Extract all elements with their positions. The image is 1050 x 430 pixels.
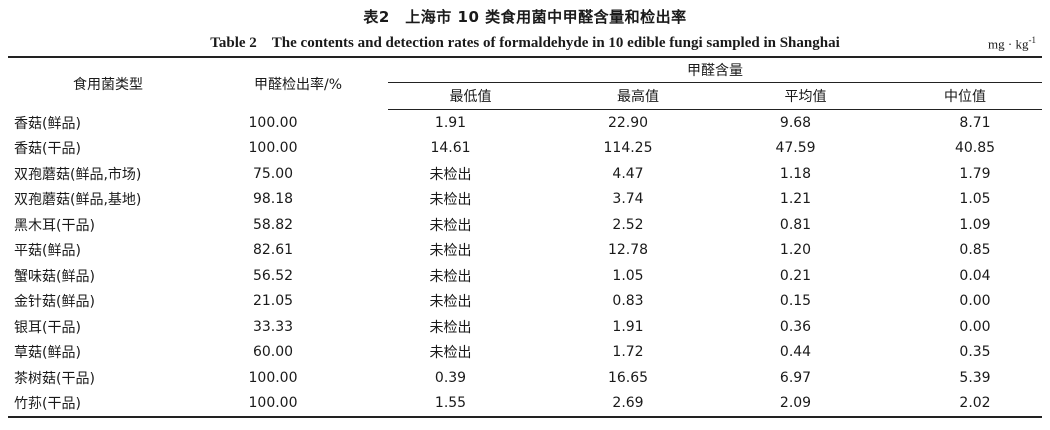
- cell-median: 0.85: [959, 242, 991, 259]
- cell-min: 1.91: [434, 114, 467, 131]
- unit-exponent: -1: [1028, 35, 1037, 45]
- table-row: 竹荪(干品) 100.00 1.55 2.69 2.09 2.02: [8, 391, 1042, 418]
- cell-max: 22.90: [607, 114, 649, 131]
- table-row: 双孢蘑菇(鲜品,基地) 98.18 未检出 3.74 1.21 1.05: [8, 187, 1042, 213]
- cell-type: 金针菇(鲜品): [14, 294, 95, 311]
- cell-median: 40.85: [954, 140, 996, 157]
- cell-rate: 75.00: [252, 165, 294, 182]
- table-row: 平菇(鲜品) 82.61 未检出 12.78 1.20 0.85: [8, 238, 1042, 264]
- header-max: 最高值: [553, 82, 723, 110]
- cell-type: 草菇(鲜品): [14, 345, 81, 362]
- table-row: 银耳(干品) 33.33 未检出 1.91 0.36 0.00: [8, 314, 1042, 340]
- cell-min: 未检出: [429, 166, 472, 183]
- cell-rate: 98.18: [252, 191, 294, 208]
- header-rate: 甲醛检出率/%: [253, 76, 343, 93]
- cell-max: 114.25: [603, 140, 653, 157]
- table-row: 黑木耳(干品) 58.82 未检出 2.52 0.81 1.09: [8, 212, 1042, 238]
- cell-type: 竹荪(干品): [14, 396, 81, 413]
- header-type: 食用菌类型: [73, 76, 143, 93]
- table-row: 双孢蘑菇(鲜品,市场) 75.00 未检出 4.47 1.18 1.79: [8, 161, 1042, 187]
- table-row: 蟹味菇(鲜品) 56.52 未检出 1.05 0.21 0.04: [8, 263, 1042, 289]
- cell-min: 0.39: [434, 369, 467, 386]
- cell-rate: 56.52: [252, 267, 294, 284]
- cell-avg: 6.97: [779, 369, 812, 386]
- table-row: 茶树菇(干品) 100.00 0.39 16.65 6.97 5.39: [8, 365, 1042, 391]
- cell-max: 2.52: [612, 216, 644, 233]
- table-row: 香菇(干品) 100.00 14.61 114.25 47.59 40.85: [8, 136, 1042, 162]
- cell-median: 0.35: [959, 344, 991, 361]
- cell-type: 香菇(干品): [14, 141, 81, 158]
- cell-rate: 100.00: [248, 369, 298, 386]
- cell-max: 0.83: [612, 293, 644, 310]
- cell-min: 未检出: [429, 217, 472, 234]
- cell-max: 2.69: [612, 395, 644, 412]
- cell-avg: 0.36: [779, 318, 812, 335]
- formaldehyde-table: 食用菌类型 甲醛检出率/% 甲醛含量 最低值 最高值 平均值 中位值 香菇(鲜品…: [8, 56, 1042, 418]
- cell-type: 黑木耳(干品): [14, 217, 95, 234]
- cell-avg: 0.81: [779, 216, 812, 233]
- cell-rate: 82.61: [252, 242, 294, 259]
- cell-min: 1.55: [434, 395, 467, 412]
- cell-avg: 47.59: [775, 140, 816, 157]
- unit-label: mg · kg-1: [988, 35, 1036, 52]
- cell-min: 未检出: [429, 345, 472, 362]
- header-min: 最低值: [388, 82, 553, 110]
- cell-type: 平菇(鲜品): [14, 243, 81, 260]
- cell-type: 蟹味菇(鲜品): [14, 268, 95, 285]
- table-title-en: Table 2 The contents and detection rates…: [210, 35, 840, 51]
- table-row: 草菇(鲜品) 60.00 未检出 1.72 0.44 0.35: [8, 340, 1042, 366]
- cell-max: 1.05: [612, 267, 644, 284]
- cell-max: 12.78: [607, 242, 649, 259]
- cell-median: 8.71: [959, 114, 991, 131]
- cell-rate: 100.00: [248, 140, 298, 157]
- cell-min: 未检出: [429, 243, 472, 260]
- cell-max: 1.72: [612, 344, 644, 361]
- cell-median: 0.04: [959, 267, 991, 284]
- cell-median: 5.39: [959, 369, 991, 386]
- cell-min: 未检出: [429, 319, 472, 336]
- cell-avg: 1.21: [779, 191, 812, 208]
- cell-avg: 1.18: [779, 165, 812, 182]
- cell-median: 2.02: [959, 395, 991, 412]
- cell-type: 双孢蘑菇(鲜品,基地): [14, 192, 142, 209]
- cell-min: 14.61: [430, 140, 471, 157]
- cell-avg: 1.20: [779, 242, 812, 259]
- cell-median: 0.00: [959, 293, 991, 310]
- cell-max: 16.65: [607, 369, 649, 386]
- header-avg: 平均值: [723, 82, 888, 110]
- cell-max: 1.91: [612, 318, 644, 335]
- cell-avg: 0.15: [779, 293, 812, 310]
- cell-type: 茶树菇(干品): [14, 370, 95, 387]
- cell-median: 1.09: [959, 216, 991, 233]
- cell-avg: 0.21: [779, 267, 812, 284]
- header-median: 中位值: [888, 82, 1042, 110]
- cell-max: 4.47: [612, 165, 644, 182]
- cell-rate: 21.05: [252, 293, 294, 310]
- cell-rate: 60.00: [252, 344, 294, 361]
- table-row: 香菇(鲜品) 100.00 1.91 22.90 9.68 8.71: [8, 110, 1042, 136]
- cell-rate: 100.00: [248, 114, 298, 131]
- cell-type: 香菇(鲜品): [14, 115, 81, 132]
- cell-max: 3.74: [612, 191, 644, 208]
- cell-avg: 9.68: [779, 114, 812, 131]
- cell-rate: 100.00: [248, 395, 298, 412]
- cell-type: 双孢蘑菇(鲜品,市场): [14, 166, 142, 183]
- cell-median: 1.05: [959, 191, 991, 208]
- cell-min: 未检出: [429, 192, 472, 209]
- cell-rate: 33.33: [252, 318, 294, 335]
- cell-median: 0.00: [959, 318, 991, 335]
- cell-median: 1.79: [959, 165, 991, 182]
- cell-rate: 58.82: [252, 216, 294, 233]
- table-title-cn: 表2 上海市 10 类食用菌中甲醛含量和检出率: [363, 8, 687, 26]
- cell-min: 未检出: [429, 268, 472, 285]
- header-content-group: 甲醛含量: [388, 57, 1042, 83]
- cell-type: 银耳(干品): [14, 319, 81, 336]
- table-row: 金针菇(鲜品) 21.05 未检出 0.83 0.15 0.00: [8, 289, 1042, 315]
- unit-text: mg · kg: [988, 36, 1029, 52]
- cell-min: 未检出: [429, 294, 472, 311]
- cell-avg: 2.09: [779, 395, 812, 412]
- table-body: 香菇(鲜品) 100.00 1.91 22.90 9.68 8.71 香菇(干品) 100.0…: [8, 110, 1042, 418]
- cell-avg: 0.44: [779, 344, 812, 361]
